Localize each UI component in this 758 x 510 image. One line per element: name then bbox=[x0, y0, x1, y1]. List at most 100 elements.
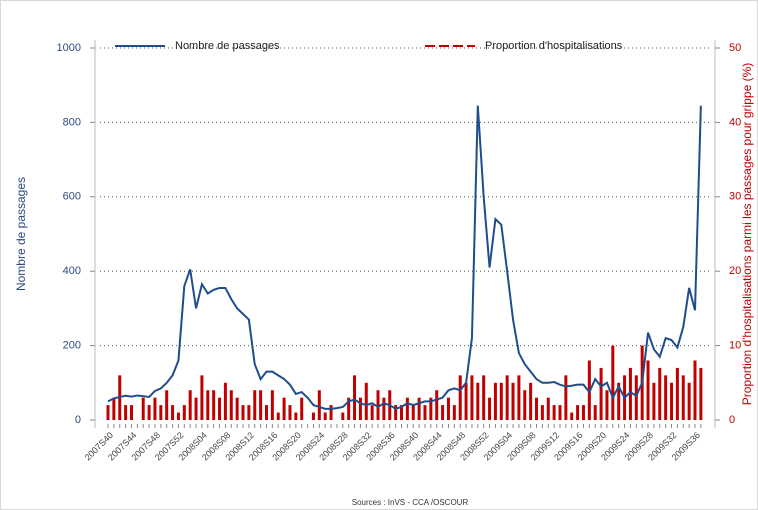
bar bbox=[411, 405, 415, 420]
bar bbox=[564, 375, 568, 420]
bar bbox=[517, 375, 521, 420]
y2-axis-title: Proportion d'hospitalisations parmi les … bbox=[740, 63, 754, 405]
bar bbox=[317, 390, 321, 420]
bar bbox=[259, 390, 263, 420]
bar bbox=[282, 397, 286, 420]
y2-tick-label: 30 bbox=[729, 191, 741, 203]
bar bbox=[270, 390, 274, 420]
bar bbox=[581, 405, 585, 420]
bar bbox=[505, 375, 509, 420]
bar bbox=[247, 405, 251, 420]
bar bbox=[511, 382, 515, 420]
bar bbox=[323, 412, 327, 420]
bar bbox=[206, 390, 210, 420]
bar bbox=[165, 390, 169, 420]
bar bbox=[353, 375, 357, 420]
bar bbox=[523, 390, 527, 420]
bar bbox=[558, 405, 562, 420]
bar bbox=[294, 412, 298, 420]
bar bbox=[429, 397, 433, 420]
bar bbox=[576, 405, 580, 420]
bar bbox=[147, 405, 151, 420]
y-tick-label: 1000 bbox=[57, 42, 81, 54]
bar bbox=[488, 397, 492, 420]
bar bbox=[529, 382, 533, 420]
bar bbox=[570, 412, 574, 420]
bar bbox=[358, 397, 362, 420]
y-tick-label: 200 bbox=[63, 340, 81, 352]
bar bbox=[546, 397, 550, 420]
bar bbox=[300, 397, 304, 420]
bar bbox=[124, 405, 128, 420]
bar bbox=[605, 390, 609, 420]
bar bbox=[470, 375, 474, 420]
bar bbox=[364, 382, 368, 420]
bar bbox=[223, 382, 227, 420]
bar bbox=[599, 367, 603, 420]
bar bbox=[476, 382, 480, 420]
bar bbox=[617, 382, 621, 420]
bar bbox=[141, 397, 145, 420]
bar bbox=[628, 367, 632, 420]
bar bbox=[347, 397, 351, 420]
bar bbox=[441, 405, 445, 420]
bar bbox=[658, 367, 662, 420]
bar bbox=[171, 405, 175, 420]
bar bbox=[112, 397, 116, 420]
bar bbox=[464, 382, 468, 420]
bar bbox=[311, 412, 315, 420]
bar bbox=[664, 375, 668, 420]
bar bbox=[446, 397, 450, 420]
bar bbox=[153, 397, 157, 420]
bar bbox=[634, 375, 638, 420]
y2-tick-label: 20 bbox=[729, 265, 741, 277]
bar bbox=[212, 390, 216, 420]
bar bbox=[611, 345, 615, 420]
bar bbox=[235, 397, 239, 420]
y2-tick-label: 0 bbox=[729, 414, 735, 426]
bar bbox=[229, 390, 233, 420]
bar bbox=[159, 405, 163, 420]
bar bbox=[693, 360, 697, 420]
bar bbox=[253, 390, 257, 420]
bar bbox=[276, 412, 280, 420]
bar bbox=[341, 412, 345, 420]
bar bbox=[394, 405, 398, 420]
bar bbox=[681, 375, 685, 420]
bar bbox=[646, 360, 650, 420]
legend-label: Proportion d'hospitalisations bbox=[485, 40, 623, 52]
bar bbox=[182, 405, 186, 420]
bar bbox=[188, 390, 192, 420]
y-tick-label: 600 bbox=[63, 191, 81, 203]
bar bbox=[288, 405, 292, 420]
bar bbox=[241, 405, 245, 420]
source: Sources : InVS - CCA /OSCOUR bbox=[352, 498, 469, 507]
bar bbox=[699, 367, 703, 420]
bar bbox=[593, 405, 597, 420]
bar bbox=[452, 405, 456, 420]
y-tick-label: 800 bbox=[63, 116, 81, 128]
bar bbox=[499, 382, 503, 420]
bar bbox=[458, 375, 462, 420]
bar bbox=[129, 405, 133, 420]
y2-tick-label: 50 bbox=[729, 42, 741, 54]
y2-tick-label: 40 bbox=[729, 116, 741, 128]
y-axis-title: Nombre de passages bbox=[14, 177, 28, 291]
y2-tick-label: 10 bbox=[729, 340, 741, 352]
bar bbox=[423, 405, 427, 420]
bar bbox=[194, 397, 198, 420]
y-tick-label: 400 bbox=[63, 265, 81, 277]
bar bbox=[535, 397, 539, 420]
bar bbox=[482, 375, 486, 420]
bar bbox=[176, 412, 180, 420]
bar bbox=[329, 405, 333, 420]
line bbox=[107, 105, 702, 410]
bar bbox=[435, 390, 439, 420]
bar bbox=[652, 382, 656, 420]
y-tick-label: 0 bbox=[75, 414, 81, 426]
bar bbox=[675, 367, 679, 420]
bar bbox=[218, 397, 222, 420]
bar bbox=[200, 375, 204, 420]
